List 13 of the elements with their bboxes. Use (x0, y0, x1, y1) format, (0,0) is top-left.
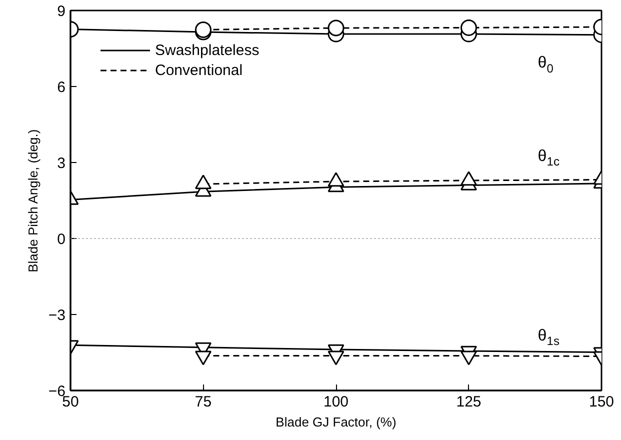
legend-label: Conventional (155, 62, 243, 78)
y-tick-label: 9 (57, 3, 66, 20)
x-axis-title: Blade GJ Factor, (%) (276, 414, 396, 430)
x-tick-label: 125 (456, 394, 482, 410)
y-tick-label: 0 (57, 231, 66, 248)
x-tick-label: 100 (323, 394, 349, 410)
y-tick-label: −3 (48, 307, 66, 324)
x-tick-label: 150 (588, 394, 614, 410)
y-tick-label: 3 (57, 155, 66, 172)
x-tick-label: 75 (194, 394, 212, 410)
y-tick-label: 6 (57, 79, 66, 96)
y-axis-title: Blade Pitch Angle, (deg.) (25, 129, 40, 272)
legend-label: Swashplateless (155, 42, 260, 58)
